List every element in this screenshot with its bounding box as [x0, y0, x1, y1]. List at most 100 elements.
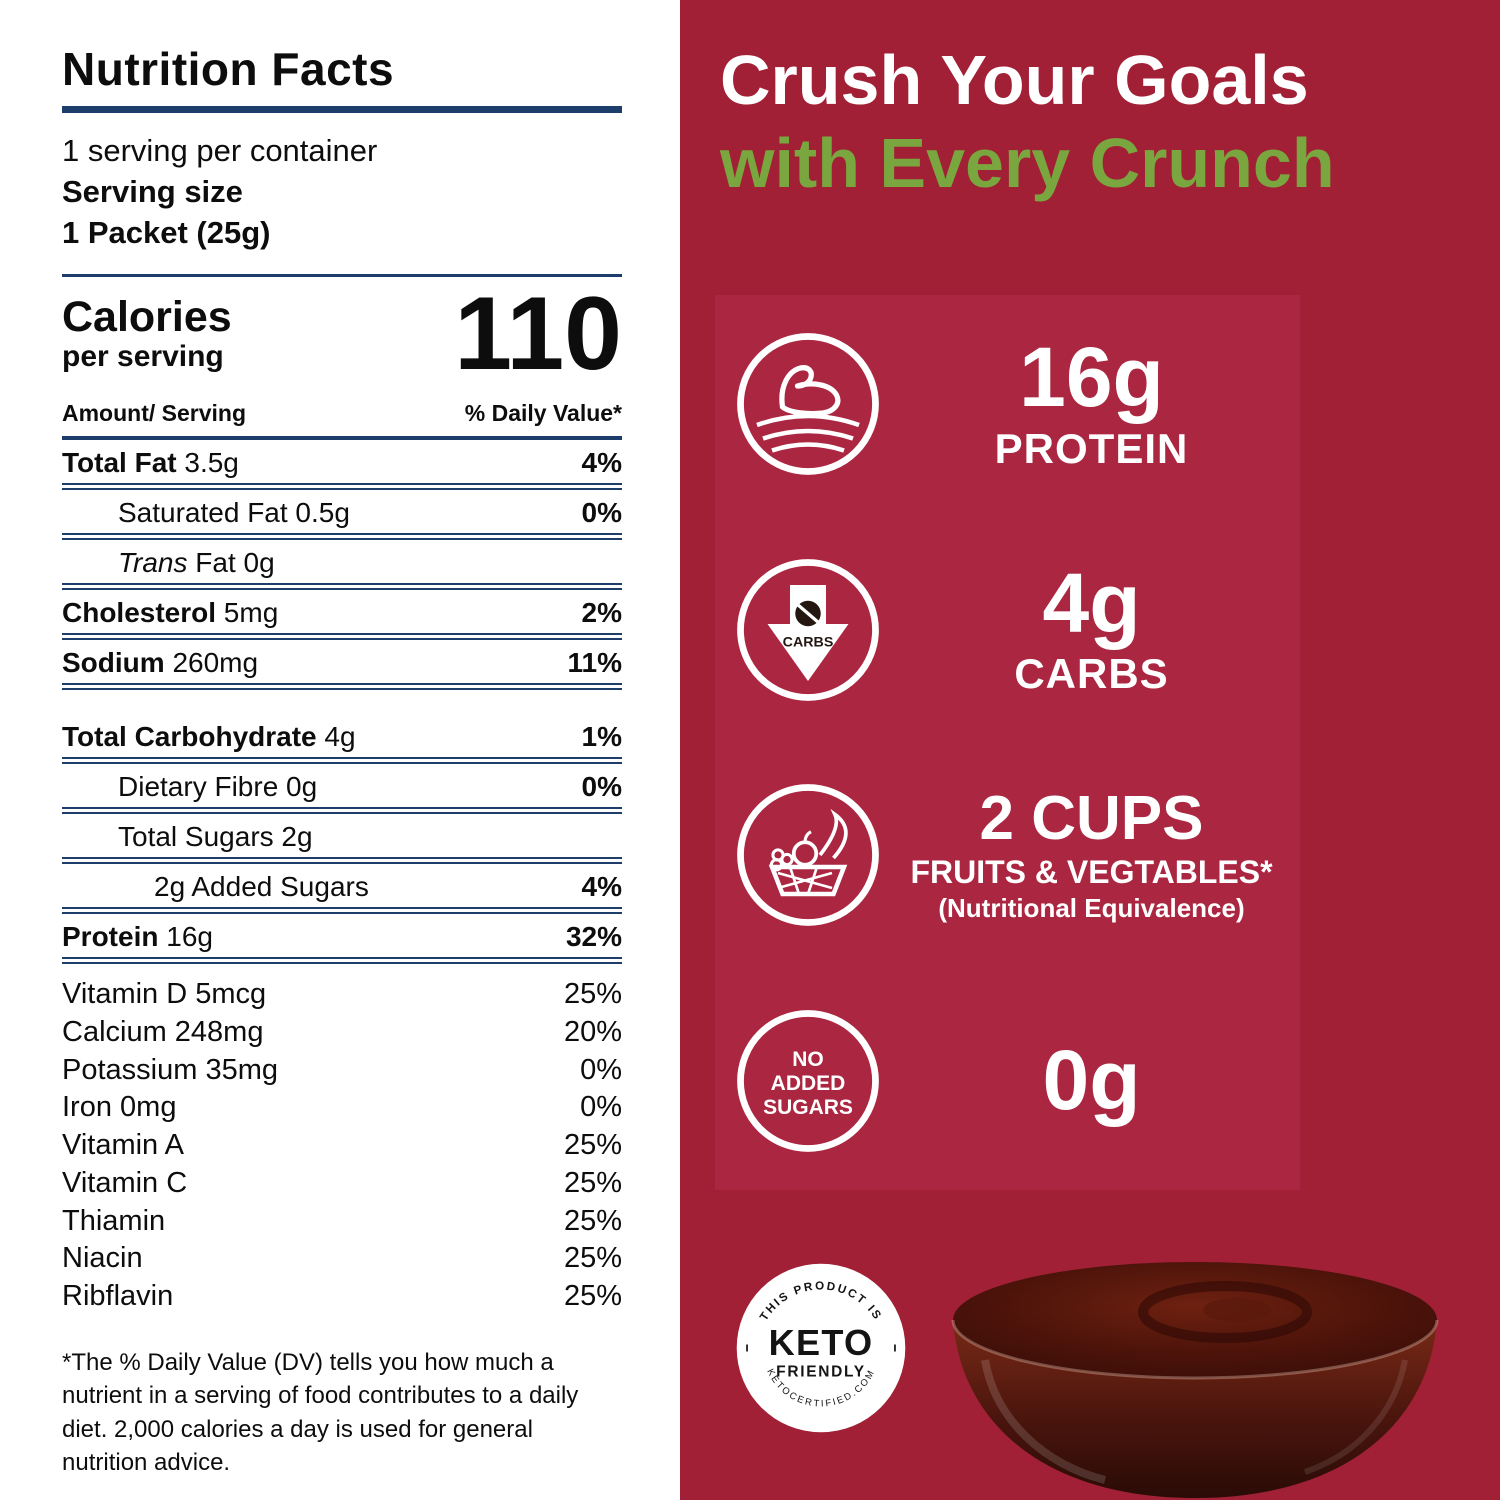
- nutrition-row: Total Fat 3.5g 4%: [62, 440, 622, 491]
- calories-label-block: Calories per serving: [62, 292, 232, 374]
- badge-subtitle: FRIENDLY: [776, 1363, 866, 1380]
- svg-text:CARBS: CARBS: [783, 634, 834, 650]
- micro-label: Iron 0mg: [62, 1091, 177, 1124]
- muscle-icon: [733, 329, 883, 479]
- row-label: Total Fat 3.5g: [62, 447, 239, 479]
- servings-per-container: 1 serving per container: [62, 133, 378, 168]
- micro-daily-value: 25%: [563, 1242, 622, 1275]
- micro-label: Potassium 35mg: [62, 1053, 278, 1086]
- nutrition-row: Total Carbohydrate 4g 1%: [62, 714, 622, 765]
- carbs-down-icon: CARBS: [733, 555, 883, 705]
- calories-row: Calories per serving 110: [62, 275, 622, 392]
- svg-text:SUGARS: SUGARS: [763, 1096, 853, 1119]
- micronutrient-row: Potassium 35mg 0%: [62, 1052, 622, 1090]
- feature-panel: 16g PROTEIN CARBS 4g CARBS 2 CUPS FRUITS & …: [715, 295, 1300, 1190]
- fruits-vegetables-icon: [733, 780, 883, 930]
- no-added-sugars-feature: NO ADDED SUGARS 0g: [733, 1006, 1282, 1156]
- promo-panel: Crush Your Goals with Every Crunch 16g PR…: [680, 0, 1500, 1500]
- micronutrient-row: Niacin 25%: [62, 1240, 622, 1278]
- daily-value-header: % Daily Value*: [464, 400, 622, 427]
- micronutrient-row: Calcium 248mg 20%: [62, 1014, 622, 1052]
- fruits-vegetables-feature: 2 CUPS FRUITS & VEGTABLES* (Nutritional Eq…: [733, 780, 1282, 930]
- micro-daily-value: 0%: [580, 1091, 622, 1124]
- nutrition-rows: Total Fat 3.5g 4% Saturated Fat 0.5g 0% Tran…: [62, 440, 623, 965]
- micro-label: Vitamin C: [62, 1166, 188, 1199]
- svg-text:NO: NO: [792, 1048, 824, 1071]
- nutrition-row: Trans Fat 0g: [62, 540, 622, 591]
- calories-label: Calories: [62, 292, 232, 341]
- sauce-bowl-image: [925, 1205, 1465, 1500]
- carbs-feature-text: 4g CARBS: [901, 555, 1282, 699]
- micro-daily-value: 25%: [563, 1279, 622, 1312]
- row-daily-value: 0%: [581, 497, 622, 529]
- row-daily-value: 4%: [581, 871, 622, 903]
- nutrition-row: Sodium 260mg 11%: [62, 640, 623, 691]
- row-label: Trans Fat 0g: [118, 547, 275, 579]
- row-label: Total Sugars 2g: [118, 821, 313, 853]
- micro-daily-value: 0%: [580, 1053, 622, 1086]
- feature-label: PROTEIN: [994, 424, 1189, 472]
- protein-feature: 16g PROTEIN: [733, 329, 1282, 479]
- micronutrient-row: Ribflavin 25%: [62, 1278, 622, 1316]
- keto-friendly-badge: THIS PRODUCT IS KETO FRIENDLY KETOCERTIF…: [735, 1262, 907, 1434]
- micro-daily-value: 25%: [563, 1204, 622, 1237]
- nutrition-table-header: Amount/ Serving % Daily Value*: [62, 400, 622, 441]
- row-label: Cholesterol 5mg: [62, 597, 279, 629]
- no-added-sugars-feature-text: 0g: [901, 1033, 1282, 1128]
- feature-label: FRUITS & VEGTABLES*: [910, 853, 1273, 890]
- feature-label: CARBS: [1014, 650, 1169, 698]
- micro-label: Ribflavin: [62, 1279, 174, 1312]
- row-label: Total Carbohydrate 4g: [62, 721, 356, 753]
- micronutrient-row: Vitamin D 5mcg 25%: [62, 976, 622, 1014]
- nutrition-row: 2g Added Sugars 4%: [62, 864, 622, 915]
- serving-info: 1 serving per container Serving size 1 P…: [62, 131, 622, 254]
- protein-feature-text: 16g PROTEIN: [901, 330, 1282, 473]
- nutrition-facts-panel: Nutrition Facts 1 serving per container …: [0, 0, 680, 1500]
- row-label: Saturated Fat 0.5g: [118, 497, 350, 529]
- serving-size-label: Serving size: [62, 173, 243, 209]
- nutrition-row: Cholesterol 5mg 2%: [62, 590, 622, 641]
- row-daily-value: 4%: [581, 447, 622, 479]
- micro-daily-value: 25%: [563, 1129, 622, 1162]
- feature-value: 2 CUPS: [979, 783, 1204, 853]
- micro-label: Niacin: [62, 1242, 143, 1275]
- nutrition-row: Dietary Fibre 0g 0%: [62, 764, 622, 815]
- micronutrient-rows: Vitamin D 5mcg 25% Calcium 248mg 20% Potassi…: [62, 976, 622, 1315]
- feature-value: 4g: [1042, 555, 1141, 650]
- row-label: 2g Added Sugars: [154, 871, 369, 903]
- micronutrient-row: Thiamin 25%: [62, 1203, 622, 1241]
- svg-text:ADDED: ADDED: [771, 1072, 846, 1095]
- badge-ticks: [746, 1344, 896, 1352]
- badge-circle: [736, 1263, 906, 1433]
- micro-label: Calcium 248mg: [62, 1016, 264, 1049]
- feature-value: 16g: [1019, 330, 1164, 425]
- micro-label: Thiamin: [62, 1204, 166, 1237]
- feature-value: 0g: [1042, 1033, 1141, 1128]
- row-daily-value: 0%: [581, 771, 622, 803]
- row-daily-value: 11%: [567, 647, 623, 679]
- micronutrient-row: Iron 0mg 0%: [62, 1089, 622, 1127]
- nutrition-row: Protein 16g 32%: [62, 914, 622, 965]
- nutrition-row: Total Sugars 2g: [62, 814, 622, 865]
- micro-daily-value: 25%: [563, 978, 622, 1011]
- calories-value: 110: [454, 275, 622, 392]
- feature-sublabel: (Nutritional Equivalence): [938, 892, 1245, 923]
- row-label: Sodium 260mg: [62, 647, 259, 679]
- divider: [62, 273, 622, 277]
- amount-serving-header: Amount/ Serving: [62, 400, 247, 427]
- row-label: Dietary Fibre 0g: [118, 771, 318, 803]
- calories-per-serving-label: per serving: [62, 340, 224, 374]
- promo-heading-line2: with Every Crunch: [720, 123, 1335, 202]
- serving-size-value: 1 Packet (25g): [62, 214, 271, 250]
- micro-label: Vitamin D 5mcg: [62, 978, 267, 1011]
- promo-heading-line1: Crush Your Goals: [720, 41, 1309, 119]
- no-added-sugars-icon: NO ADDED SUGARS: [733, 1006, 883, 1156]
- row-label: Protein 16g: [62, 921, 213, 953]
- micronutrient-row: Vitamin C 25%: [62, 1165, 622, 1203]
- nutrition-facts-title: Nutrition Facts: [62, 42, 622, 113]
- badge-title: KETO: [769, 1322, 874, 1363]
- carbs-feature: CARBS 4g CARBS: [733, 555, 1282, 705]
- micro-daily-value: 20%: [563, 1016, 622, 1049]
- nutrition-row: Saturated Fat 0.5g 0%: [62, 490, 622, 541]
